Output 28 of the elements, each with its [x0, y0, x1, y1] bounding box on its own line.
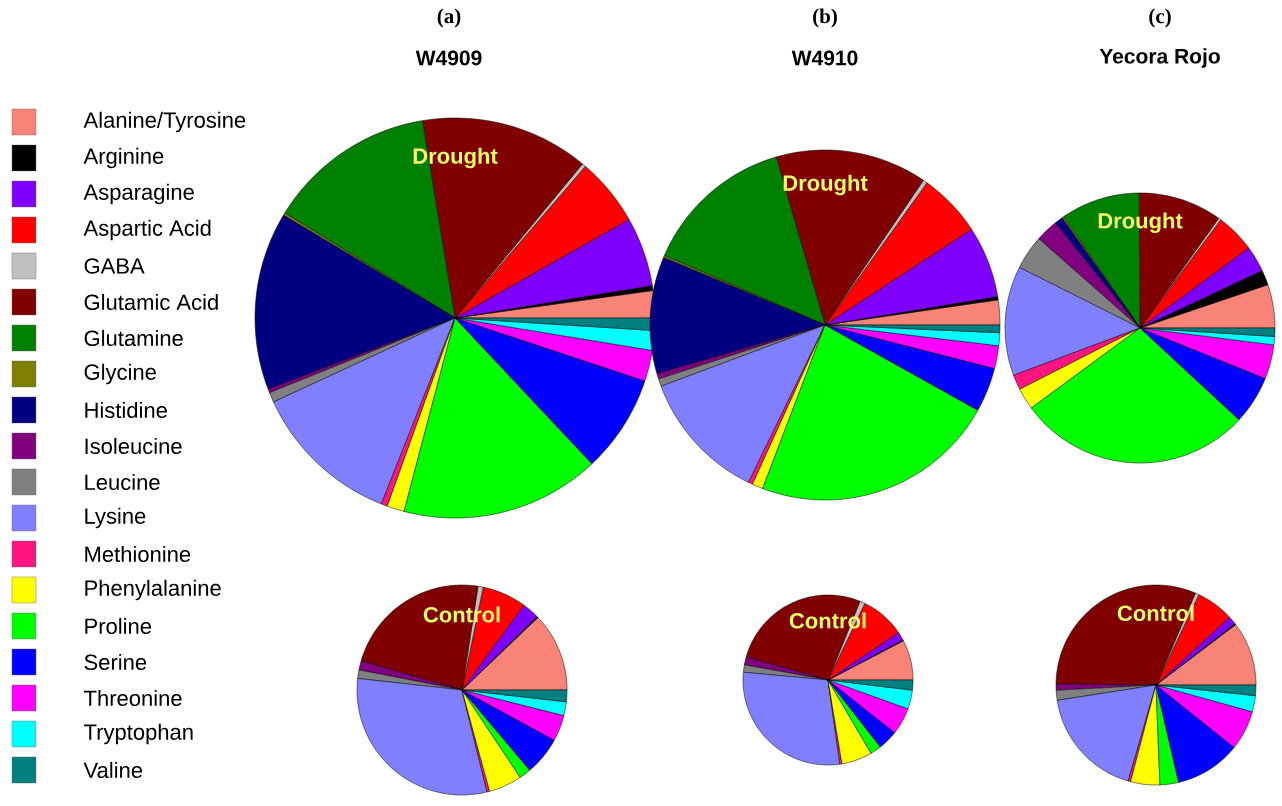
legend-label: Aspartic Acid [83, 219, 211, 241]
legend-label: Serine [84, 653, 147, 671]
legend-label: Proline [85, 617, 152, 635]
legend-label: Glutamic Acid [84, 293, 218, 311]
text: Drought [783, 174, 868, 196]
text: Drought [413, 147, 498, 169]
text: Drought [1098, 212, 1183, 233]
legend-label: Lysine [85, 507, 146, 529]
legend-label: Glycine [84, 363, 156, 385]
legend-label: Arginine [83, 147, 164, 169]
legend-label: Alanine/Tyrosine [83, 111, 246, 133]
chart-title: (b) [813, 8, 837, 28]
legend-label: Leucine [85, 473, 160, 491]
legend-label: GABA [84, 258, 145, 274]
chart-subtitle: W4910 [791, 50, 858, 66]
legend-label: Asparagine [83, 183, 194, 205]
chart-title: (a) [437, 8, 461, 28]
legend-label: Phenylalanine [85, 579, 221, 601]
chart-subtitle: W4909 [415, 50, 482, 66]
chart-subtitle: Yecora Rojo [1099, 48, 1220, 68]
legend-label: Valine [83, 761, 143, 779]
legend-label: Methionine [85, 545, 191, 563]
chart-title: (c) [1149, 8, 1171, 28]
legend-label: Isoleucine [85, 437, 182, 455]
legend-label: Threonine [84, 689, 182, 707]
legend-label: Glutamine [84, 329, 183, 347]
legend-label: Tryptophan [84, 723, 193, 745]
legend-label: Histidine [85, 401, 167, 419]
